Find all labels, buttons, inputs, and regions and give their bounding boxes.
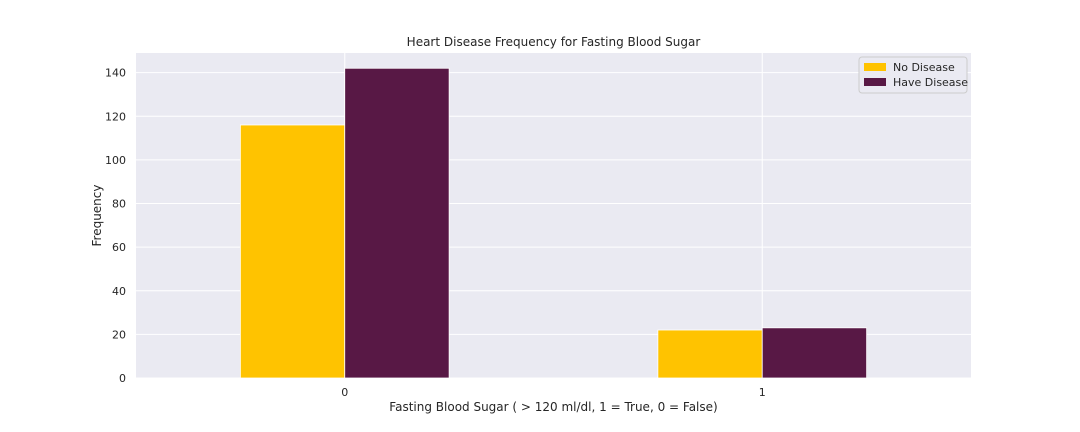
y-tick-label: 60 bbox=[112, 241, 126, 254]
chart-title: Heart Disease Frequency for Fasting Bloo… bbox=[407, 35, 701, 49]
bar bbox=[761, 327, 868, 379]
y-tick-label: 100 bbox=[105, 154, 126, 167]
bar bbox=[239, 124, 346, 379]
legend-label: No Disease bbox=[893, 61, 955, 74]
y-tick-label: 20 bbox=[112, 328, 126, 341]
y-tick-label: 40 bbox=[112, 285, 126, 298]
y-tick-label: 80 bbox=[112, 198, 126, 211]
legend-label: Have Disease bbox=[893, 76, 968, 89]
bar bbox=[657, 329, 763, 379]
x-tick-label: 1 bbox=[759, 386, 766, 399]
y-tick-label: 140 bbox=[105, 67, 126, 80]
y-tick-label: 120 bbox=[105, 110, 126, 123]
y-tick-labels: 0 20 40 60 80 100 120 140 bbox=[105, 67, 126, 385]
x-tick-label: 0 bbox=[341, 386, 348, 399]
bars bbox=[239, 67, 868, 379]
legend-swatch bbox=[864, 78, 886, 86]
y-tick-label: 0 bbox=[119, 372, 126, 385]
x-axis-label: Fasting Blood Sugar ( > 120 ml/dl, 1 = T… bbox=[389, 400, 717, 414]
y-axis-label: Frequency bbox=[90, 185, 104, 247]
legend: No Disease Have Disease bbox=[858, 56, 968, 94]
bar bbox=[344, 67, 450, 379]
legend-swatch bbox=[864, 63, 886, 71]
